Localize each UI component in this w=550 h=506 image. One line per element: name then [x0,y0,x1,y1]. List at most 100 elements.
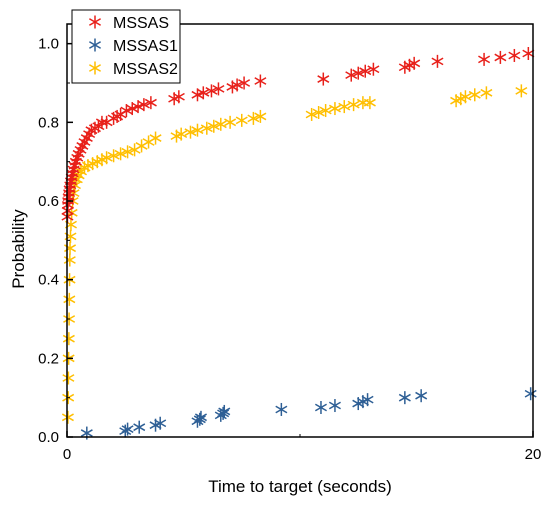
x-axis-title: Time to target (seconds) [208,477,392,496]
data-point [224,115,237,129]
data-point [415,389,428,403]
data-point [522,47,535,60]
data-point [135,139,148,153]
data-point [317,72,330,86]
data-point [408,56,421,70]
legend-marker [88,61,102,75]
y-tick-label: 0.0 [38,429,59,446]
legend-label: MSSAS [113,15,169,32]
ticks-layer: 0.0 0.2 0.4 0.6 0.8 1.0 0 20 [38,36,541,463]
series-mssas1 [80,387,537,440]
plot-frame [66,23,534,438]
data-point [126,102,139,116]
data-point [328,399,341,413]
data-point [149,131,162,145]
data-point [197,86,210,100]
data-point [144,96,157,110]
data-point [132,100,145,114]
data-point [214,117,227,131]
data-point [247,111,260,125]
data-point [275,402,288,416]
data-point [207,119,220,133]
data-point [468,88,481,102]
data-point [217,406,230,420]
data-point [431,54,444,68]
data-point [194,410,207,424]
data-point [137,98,150,112]
data-point [363,96,376,110]
data-point [480,86,493,100]
data-point [61,410,74,424]
data-point [305,107,318,121]
data-point [218,404,231,418]
data-point [175,127,188,141]
data-point [205,84,218,98]
y-axis-title: Probability [9,209,28,289]
data-point [361,393,374,407]
legend-label: MSSAS1 [113,38,178,55]
data-point [120,104,133,118]
data-point [352,66,365,80]
data-point [63,292,76,306]
legend: MSSAS MSSAS1 MSSAS2 [71,9,181,84]
series-mssas2 [61,84,528,424]
data-point [121,422,134,436]
data-point [345,68,358,82]
data-point [459,90,472,104]
data-point [63,253,76,267]
data-point [121,145,134,159]
data-point [254,109,267,123]
data-point [62,332,75,346]
y-tick-label: 0.8 [38,114,59,131]
y-tick-label: 0.4 [38,272,59,289]
series-mssas [61,47,535,224]
data-point [312,106,325,119]
data-point [83,127,96,141]
data-point [235,113,248,127]
y-tick-label: 1.0 [38,36,59,53]
legend-marker [88,15,102,29]
data-point [133,420,146,434]
data-point [319,104,332,118]
data-point [95,115,108,129]
data-point [231,78,244,92]
data-point [508,48,521,62]
legend-label: MSSAS2 [113,61,178,78]
data-point [238,76,251,90]
markers-layer [61,47,537,440]
data-point [64,241,77,255]
axes-layer [66,23,534,438]
data-point [191,88,204,102]
data-point [359,64,372,78]
y-tick-label: 0.2 [38,350,59,367]
data-point [184,125,197,139]
data-point [193,412,206,426]
data-point [212,82,225,96]
data-point [524,387,537,401]
data-point [338,100,351,114]
data-point [114,147,127,161]
legend-marker [88,38,102,52]
data-point [254,74,267,88]
data-point [328,102,341,116]
data-point [154,416,167,430]
data-point [314,401,327,414]
x-tick-label: 0 [63,446,71,463]
x-tick-label: 20 [525,446,542,463]
data-point [142,135,155,149]
data-point [62,371,75,385]
data-point [367,62,380,76]
data-point [191,123,204,137]
data-point [107,149,120,163]
data-point [100,151,113,165]
data-point [515,84,528,98]
data-point [172,90,185,104]
data-point [398,391,411,405]
data-point [347,98,360,112]
data-point [478,52,491,66]
data-point [494,50,507,64]
data-point [200,121,213,135]
y-tick-label: 0.6 [38,193,59,210]
data-point [72,168,85,182]
